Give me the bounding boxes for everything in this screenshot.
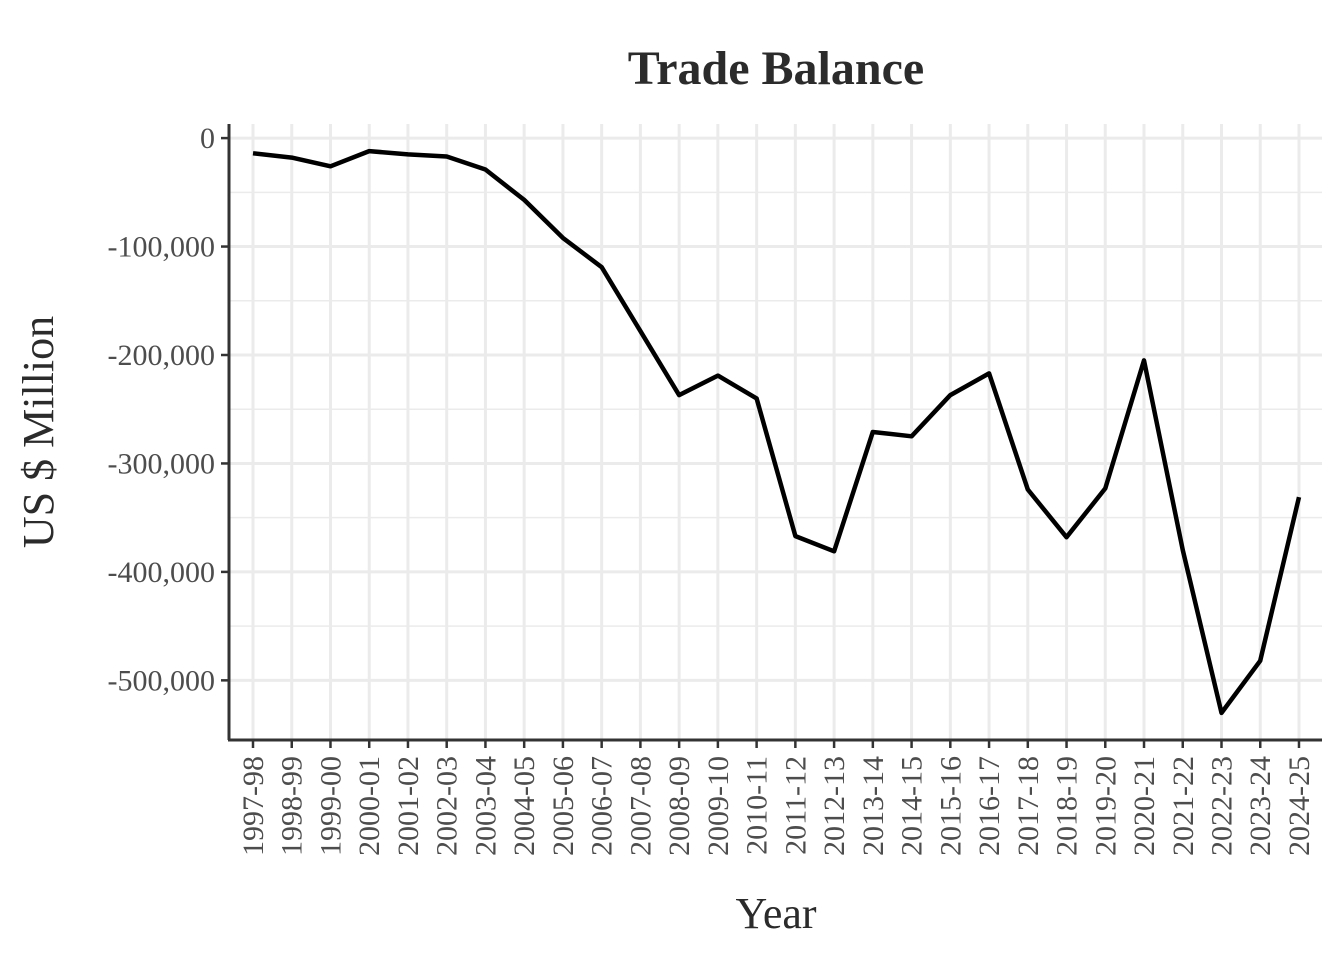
grid (229, 124, 1322, 740)
x-tick-label: 2023-24 (1244, 756, 1277, 856)
x-tick-label: 2000-01 (353, 756, 386, 856)
x-tick-label: 2020-21 (1128, 756, 1161, 856)
y-tick-label: -200,000 (108, 339, 216, 372)
x-tick-label: 2021-22 (1167, 756, 1200, 856)
x-tick-label: 1997-98 (237, 756, 270, 856)
x-tick-label: 2007-08 (624, 756, 657, 856)
axes (227, 124, 1322, 742)
x-tick-label: 2001-02 (392, 756, 425, 856)
y-axis-ticks: 0 -100,000 -200,000 -300,000 -400,000 -500,00… (108, 122, 229, 697)
x-tick-label: 2016-17 (973, 756, 1006, 856)
x-tick-label: 2005-06 (547, 756, 580, 856)
x-tick-label: 2017-18 (1012, 756, 1045, 856)
x-tick-label: 2002-03 (431, 756, 464, 856)
x-tick-label: 2024-25 (1283, 756, 1316, 856)
series-line (252, 148, 1302, 716)
chart-title: Trade Balance (628, 42, 924, 95)
x-tick-label: 2014-15 (896, 756, 929, 856)
x-tick-label: 1998-99 (276, 756, 309, 856)
x-tick-label: 2006-07 (586, 756, 619, 856)
x-tick-label: 2019-20 (1089, 756, 1122, 856)
x-tick-label: 2004-05 (508, 756, 541, 856)
x-tick-label: 2022-23 (1206, 756, 1239, 856)
x-tick-label: 2009-10 (702, 756, 735, 856)
y-tick-label: -500,000 (108, 664, 216, 697)
x-tick-label: 2008-09 (663, 756, 696, 856)
x-tick-label: 2013-14 (857, 756, 890, 856)
x-tick-label: 2011-12 (779, 756, 812, 855)
y-tick-label: 0 (200, 122, 215, 155)
y-tick-label: -400,000 (108, 556, 216, 589)
x-tick-label: 2010-11 (741, 756, 774, 855)
y-tick-label: -300,000 (108, 447, 216, 480)
y-tick-label: -100,000 (108, 231, 216, 264)
x-tick-label: 1999-00 (314, 756, 347, 856)
x-tick-label: 2012-13 (818, 756, 851, 856)
x-tick-label: 2003-04 (469, 756, 502, 856)
x-tick-label: 2018-19 (1051, 756, 1084, 856)
x-tick-label: 2015-16 (934, 756, 967, 856)
x-axis-ticks: 1997-98 1998-99 1999-00 2000-01 2001-02 2002-… (237, 740, 1316, 856)
x-axis-title: Year (735, 889, 816, 938)
y-axis-title: US $ Million (14, 316, 63, 548)
